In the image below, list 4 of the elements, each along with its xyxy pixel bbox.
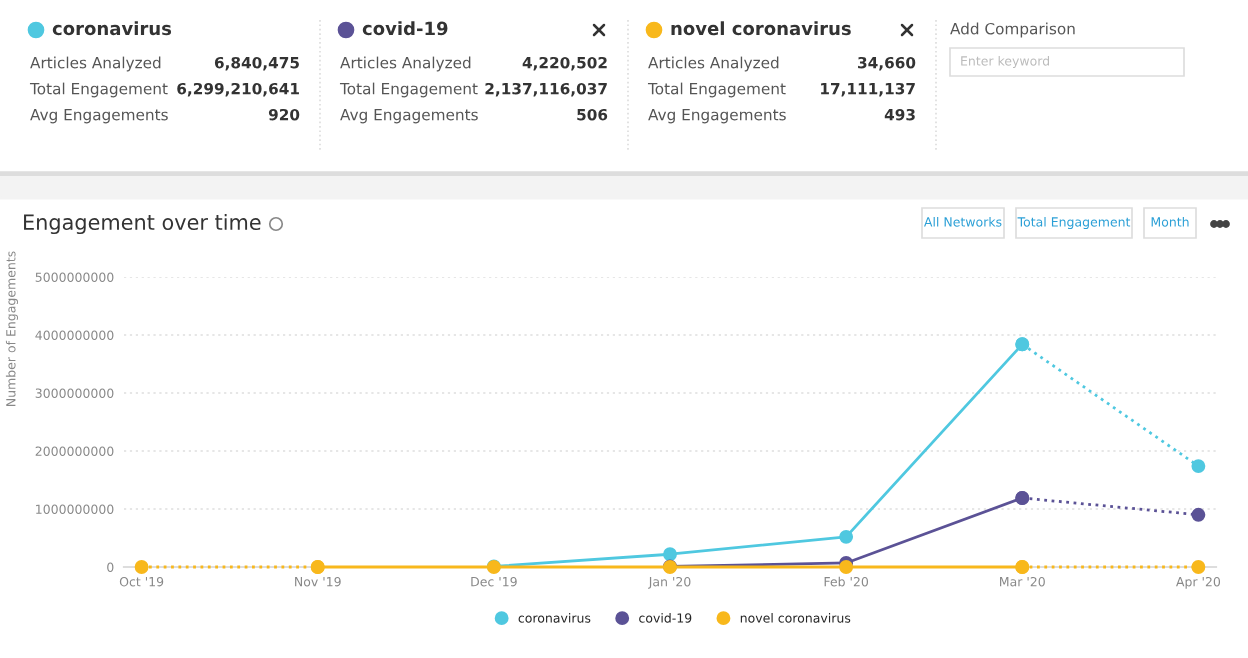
- chart-title: Engagement over time: [24, 213, 261, 235]
- text: covid-19: [362, 21, 448, 36]
- text: novel coronavirus: [671, 21, 851, 36]
- text: coronavirus: [52, 21, 172, 36]
